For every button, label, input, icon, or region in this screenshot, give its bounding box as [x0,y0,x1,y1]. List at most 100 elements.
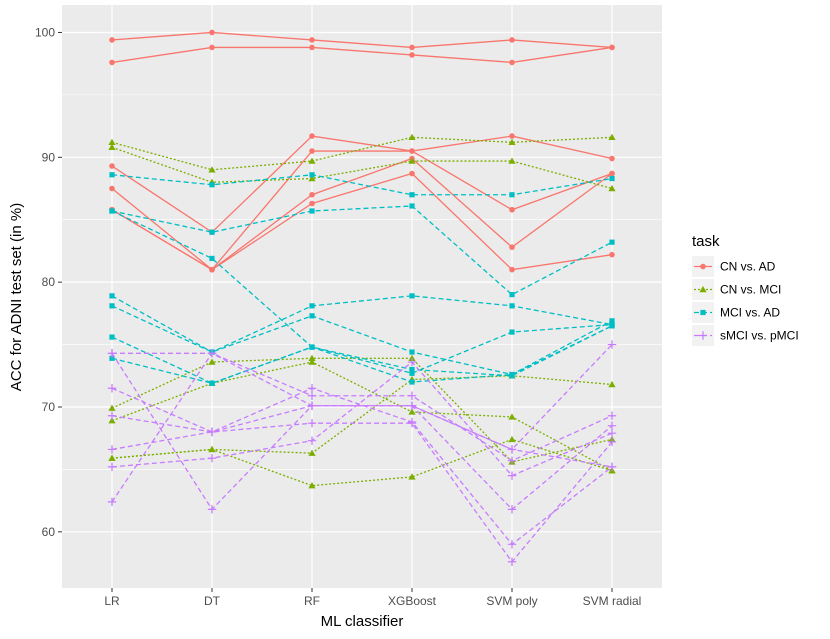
data-point [207,453,217,463]
data-point [208,166,216,173]
data-point [208,445,216,453]
data-point [608,380,616,388]
data-point [209,29,215,36]
data-point [309,148,315,154]
data-point [108,404,116,411]
data-point [607,421,617,430]
data-point [309,44,315,51]
data-point [207,427,217,437]
data-point [408,408,416,415]
data-point [509,303,515,309]
data-point [509,266,515,273]
series-line [111,146,613,190]
data-point [509,292,515,298]
data-point [108,138,116,146]
series-line [111,375,613,459]
data-point [309,303,315,309]
data-point [107,497,117,507]
data-point [609,175,615,182]
data-point [309,191,315,198]
x-tick-label: SVM poly [486,594,537,608]
data-point [700,309,706,316]
data-point [309,37,315,43]
data-point [209,266,215,273]
data-point [609,239,615,245]
x-tick-label: XGBoost [388,594,437,608]
series-line [111,357,613,463]
data-point [309,344,315,350]
data-point [507,456,517,465]
data-point [209,229,215,235]
data-point [609,170,615,177]
data-point [109,185,115,192]
x-axis-title: ML classifier [321,613,404,630]
data-point [607,411,617,420]
data-point [309,200,315,207]
series-line [111,323,613,384]
data-point [409,379,415,385]
data-point [409,370,415,376]
data-point [408,473,416,480]
x-tick-label: SVM radial [583,594,642,608]
series-line [111,46,613,64]
data-point [308,482,316,489]
data-point [309,172,315,178]
data-point [407,391,417,400]
data-point [309,208,315,214]
data-point [408,133,416,141]
series-line [111,31,613,49]
data-point [109,37,115,43]
legend-item: CN vs. MCI [692,279,781,300]
data-point [409,52,415,58]
series-cn-vs-ad [109,29,615,273]
series-line [111,387,613,546]
data-point [409,366,415,373]
data-point [307,419,317,428]
data-point [507,471,517,480]
series-line [111,172,613,271]
y-tick-label: 60 [42,525,56,539]
y-axis-ticks: 60 70 80 90 100 [35,25,62,539]
data-point [507,445,517,454]
y-tick-label: 100 [35,25,55,39]
series-layer [107,29,617,566]
data-point [209,44,215,51]
series-line [111,387,613,511]
data-point [507,505,517,514]
data-point [509,37,515,43]
data-point [307,384,317,393]
data-point [607,462,617,472]
data-point [307,401,317,410]
data-point [508,435,516,443]
x-tick-label: LR [104,594,120,608]
data-point [107,445,117,454]
data-point [608,133,616,141]
data-point [507,557,517,566]
data-point [509,329,515,335]
legend: task CN vs. AD CN vs. MCI MCI vs. AD sMCI v… [692,233,799,346]
data-point [608,184,616,192]
series-line [111,150,613,271]
data-point [308,358,316,365]
data-point [698,331,708,340]
data-point [700,263,706,270]
x-axis-ticks: LR DT RF XGBoost SVM poly SVM radial [104,588,641,608]
data-point [207,349,217,358]
data-point [209,255,215,262]
data-point [509,244,515,250]
plot-panel [62,5,662,588]
data-point [109,208,115,214]
legend-label: sMCI vs. pMCI [720,329,799,343]
data-point [407,401,417,410]
data-point [109,163,115,169]
data-point [108,143,116,151]
data-point [609,318,615,324]
legend-item: CN vs. AD [692,256,776,277]
data-point [207,505,217,514]
data-point [607,437,617,447]
series-line [111,361,613,472]
legend-item: sMCI vs. pMCI [692,325,799,346]
data-point [409,192,415,198]
x-tick-label: RF [304,594,320,608]
data-point [508,138,516,146]
